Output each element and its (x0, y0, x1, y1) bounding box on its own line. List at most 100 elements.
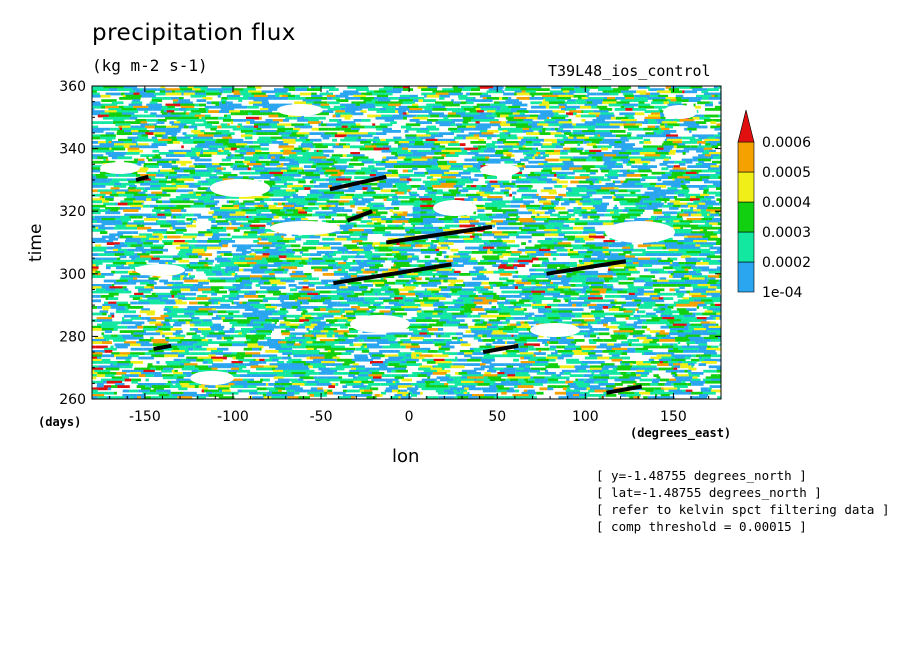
field-cell (92, 121, 100, 124)
field-cell (708, 262, 721, 265)
field-cell (600, 112, 614, 116)
field-cell (453, 270, 461, 274)
field-cell (579, 141, 583, 144)
field-cell (592, 101, 603, 105)
field-cell (483, 286, 491, 289)
field-cell (273, 292, 282, 296)
field-cell (435, 299, 440, 303)
field-cell (677, 240, 690, 243)
field-cell (99, 88, 110, 91)
field-cell (514, 114, 530, 118)
field-cell (426, 226, 439, 230)
field-cell (680, 251, 687, 254)
field-cell (144, 187, 151, 190)
field-cell (538, 224, 545, 228)
field-cell (299, 200, 309, 204)
field-cell (355, 88, 369, 91)
field-cell (306, 149, 309, 153)
field-cell (322, 237, 335, 241)
field-cell (150, 145, 159, 149)
field-cell (560, 290, 576, 294)
field-cell (513, 295, 522, 298)
field-cell (525, 246, 541, 250)
field-cell (104, 196, 114, 199)
field-cell (544, 264, 548, 267)
field-cell (670, 257, 678, 261)
field-cell (219, 237, 232, 241)
field-cell (146, 198, 152, 201)
field-cell (648, 114, 661, 118)
field-cell (542, 94, 558, 98)
field-cell (710, 125, 720, 129)
field-cell (249, 253, 257, 256)
field-cell (338, 290, 354, 294)
field-cell (132, 235, 147, 239)
field-cell (413, 209, 420, 212)
field-cell (508, 136, 518, 140)
field-cell (452, 268, 455, 272)
field-cell (138, 130, 150, 133)
field-cell (704, 242, 716, 245)
field-cell (197, 163, 212, 166)
field-cell (110, 189, 115, 193)
field-cell (361, 182, 369, 186)
field-cell (331, 154, 343, 157)
field-cell (281, 202, 286, 206)
field-cell (239, 268, 244, 272)
field-cell (183, 178, 194, 182)
field-cell (566, 275, 572, 278)
field-cell (303, 279, 309, 283)
field-cell (702, 259, 706, 263)
field-cell (552, 178, 560, 182)
field-cell (105, 92, 121, 96)
field-cell (371, 264, 375, 267)
field-cell (141, 94, 156, 98)
field-cell (310, 152, 324, 155)
field-cell (566, 112, 574, 116)
field-cell (540, 152, 546, 155)
field-cell (531, 275, 546, 278)
field-cell (674, 160, 683, 164)
field-cell (486, 97, 499, 100)
field-cell (368, 182, 378, 186)
field-cell (292, 270, 296, 274)
field-cell (637, 165, 649, 168)
field-cell (92, 90, 97, 94)
field-cell (407, 105, 419, 109)
field-cell (231, 235, 240, 239)
field-cell (662, 143, 678, 146)
field-cell (265, 235, 282, 239)
field-cell (417, 165, 432, 168)
field-cell (208, 211, 214, 215)
field-cell (436, 191, 451, 195)
field-cell (705, 204, 708, 208)
field-cell (508, 233, 519, 237)
field-cell (714, 94, 718, 98)
field-cell (448, 103, 460, 107)
field-cell (537, 273, 545, 276)
field-cell (643, 301, 656, 305)
field-cell (269, 178, 281, 182)
field-cell (211, 220, 216, 223)
field-cell (395, 281, 407, 285)
field-cell (545, 275, 551, 278)
field-cell (496, 246, 511, 250)
field-cell (357, 251, 361, 254)
field-cell (627, 270, 640, 274)
field-cell (172, 99, 179, 102)
field-cell (459, 218, 474, 221)
field-cell (572, 138, 585, 142)
field-cell (546, 180, 557, 184)
field-cell (278, 114, 289, 118)
field-cell (295, 299, 298, 303)
field-cell (328, 185, 332, 188)
field-cell (609, 189, 619, 193)
field-cell (547, 262, 561, 265)
field-cell (105, 207, 120, 210)
field-cell (579, 295, 589, 298)
field-cell (125, 240, 141, 243)
field-cell (148, 176, 156, 179)
field-cell (229, 209, 240, 212)
field-cell (705, 103, 713, 107)
field-cell (685, 196, 691, 199)
